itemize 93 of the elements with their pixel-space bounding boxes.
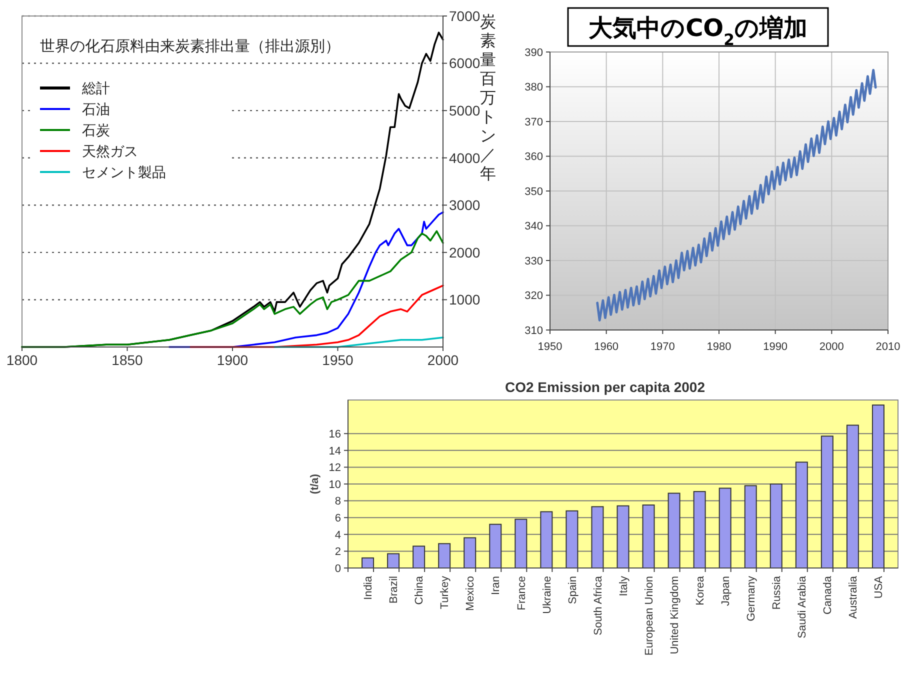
x-tick-label: Australia [848, 575, 860, 619]
x-tick-label: 1960 [594, 341, 619, 353]
y-tick-label: 7000 [449, 8, 480, 24]
legend-label: 石油 [82, 102, 110, 118]
y-tick-label: 330 [524, 255, 543, 268]
y-tick-label: 2 [334, 546, 341, 558]
x-tick-label: USA [873, 575, 886, 599]
y-tick-label: 6 [334, 512, 341, 524]
y-tick-label: 14 [328, 445, 341, 458]
x-tick-label: Iran [490, 576, 502, 595]
bar [464, 537, 476, 568]
x-tick-label: Japan [720, 576, 732, 606]
y-tick-label: 2000 [449, 244, 480, 260]
x-tick-label: 1950 [322, 352, 354, 368]
y-tick-label: 380 [524, 82, 543, 94]
bar [616, 505, 630, 568]
bar [362, 557, 374, 568]
x-tick-label: 1970 [650, 341, 675, 353]
x-tick-label: 1990 [763, 341, 788, 353]
bar [846, 424, 859, 568]
y-tick-label: 310 [524, 324, 543, 337]
x-tick-label: Ukraine [541, 576, 554, 614]
y-tick-label: 350 [524, 186, 543, 198]
x-tick-label: Spain [566, 576, 579, 604]
x-tick-label: 1850 [112, 352, 144, 368]
bar [770, 484, 782, 568]
x-tick-label: 1980 [706, 341, 732, 353]
x-tick-label: Brazil [388, 576, 400, 604]
bar [668, 492, 680, 568]
y-tick-label: 16 [328, 428, 341, 440]
x-tick-label: France [516, 576, 528, 610]
x-tick-label: South Africa [592, 575, 604, 636]
bar [412, 546, 426, 568]
bar [489, 524, 502, 568]
x-tick-label: 1800 [6, 352, 38, 368]
y-tick-label: 6000 [449, 55, 480, 72]
x-tick-label: Turkey [439, 576, 452, 610]
y-tick-label: 1000 [449, 292, 480, 308]
legend-label: 天然ガス [82, 144, 138, 160]
bar [795, 462, 808, 568]
x-tick-label: 2000 [819, 341, 844, 353]
y-tick-label: 8 [334, 496, 341, 508]
bar [514, 518, 528, 568]
y-tick-label: 320 [524, 290, 543, 302]
y-axis-title: (t/a) [309, 474, 321, 494]
bar [642, 504, 655, 568]
line-series [596, 68, 877, 322]
x-tick-label: Russia [770, 575, 783, 610]
line-series [274, 336, 444, 348]
chart-title: 大気中のCO$_{2}$の増加 [588, 14, 808, 49]
line-series [190, 284, 444, 348]
y-tick-label: 10 [328, 478, 341, 491]
y-tick-label: 360 [524, 151, 543, 164]
legend-label: 石炭 [82, 122, 110, 139]
x-tick-label: United Kingdom [668, 576, 681, 654]
y-tick-label: 390 [524, 46, 543, 59]
bar [387, 553, 400, 568]
x-tick-label: India [362, 575, 375, 600]
y-tick-label: 3000 [449, 197, 480, 214]
x-tick-label: Mexico [464, 576, 477, 611]
y-tick-label: 4000 [449, 150, 480, 166]
x-tick-label: Germany [745, 576, 758, 622]
bar [566, 510, 578, 568]
y-tick-label: 370 [524, 116, 543, 128]
chart-title: CO2 Emission per capita 2002 [505, 379, 706, 395]
legend-label: セメント製品 [82, 164, 166, 181]
x-tick-label: 2000 [427, 352, 459, 368]
bar [820, 436, 834, 568]
bar [872, 404, 884, 568]
y-tick-label: 0 [334, 562, 341, 575]
x-tick-label: China [414, 575, 426, 605]
x-tick-label: Saudi Arabia [796, 575, 809, 638]
x-tick-label: Korea [694, 575, 706, 606]
bar [591, 506, 604, 568]
x-tick-label: 1950 [538, 341, 562, 353]
y-tick-label: 4 [334, 529, 341, 542]
text: 世界の化石原料由来炭素排出量（排出源別） [40, 37, 340, 55]
y-tick-label: 340 [524, 220, 543, 233]
bar [438, 543, 451, 568]
bar [718, 488, 732, 568]
y-tick-label: 12 [328, 462, 341, 474]
x-tick-label: 2010 [876, 341, 900, 353]
y-tick-label: 5000 [449, 102, 480, 118]
bar [744, 485, 757, 568]
line-series [168, 211, 444, 348]
text: 炭素量百万トン／年 [480, 12, 496, 183]
bar [540, 511, 553, 568]
x-tick-label: 1900 [216, 352, 248, 368]
legend-label: 総計 [81, 80, 110, 97]
x-tick-label: Italy [618, 576, 630, 596]
bar [693, 491, 706, 568]
x-tick-label: European Union [643, 576, 656, 656]
x-tick-label: Canada [822, 575, 834, 615]
